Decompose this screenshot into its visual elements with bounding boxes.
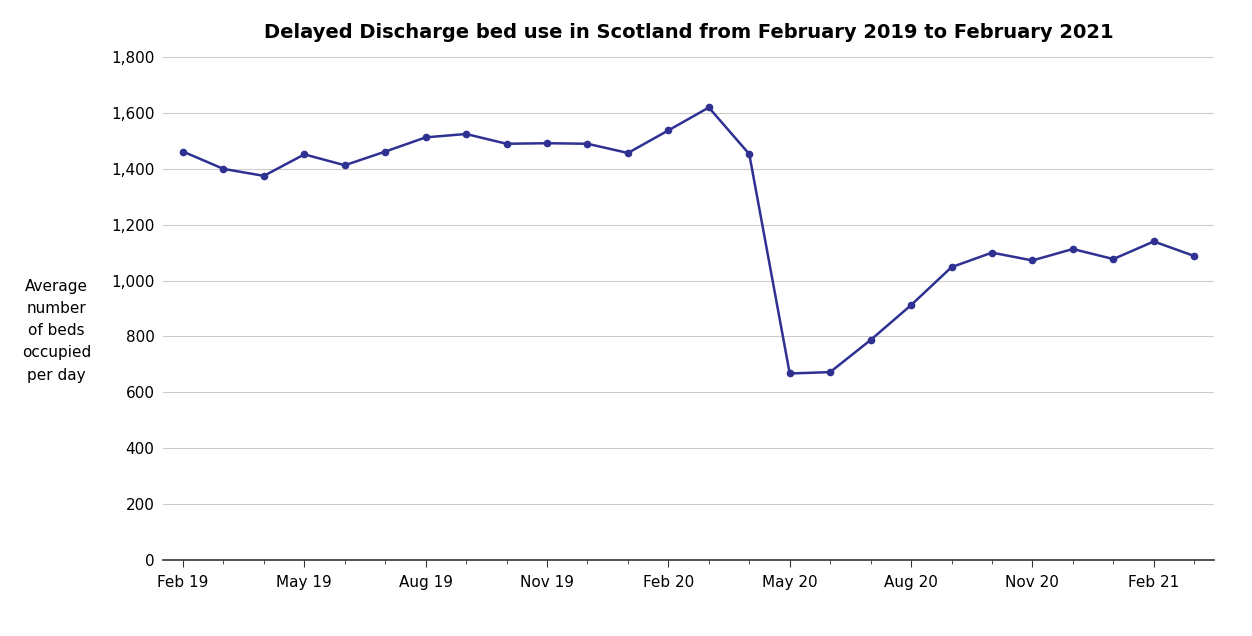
Title: Delayed Discharge bed use in Scotland from February 2019 to February 2021: Delayed Discharge bed use in Scotland fr… — [264, 23, 1113, 42]
Text: Average
number
of beds
occupied
per day: Average number of beds occupied per day — [21, 279, 91, 383]
